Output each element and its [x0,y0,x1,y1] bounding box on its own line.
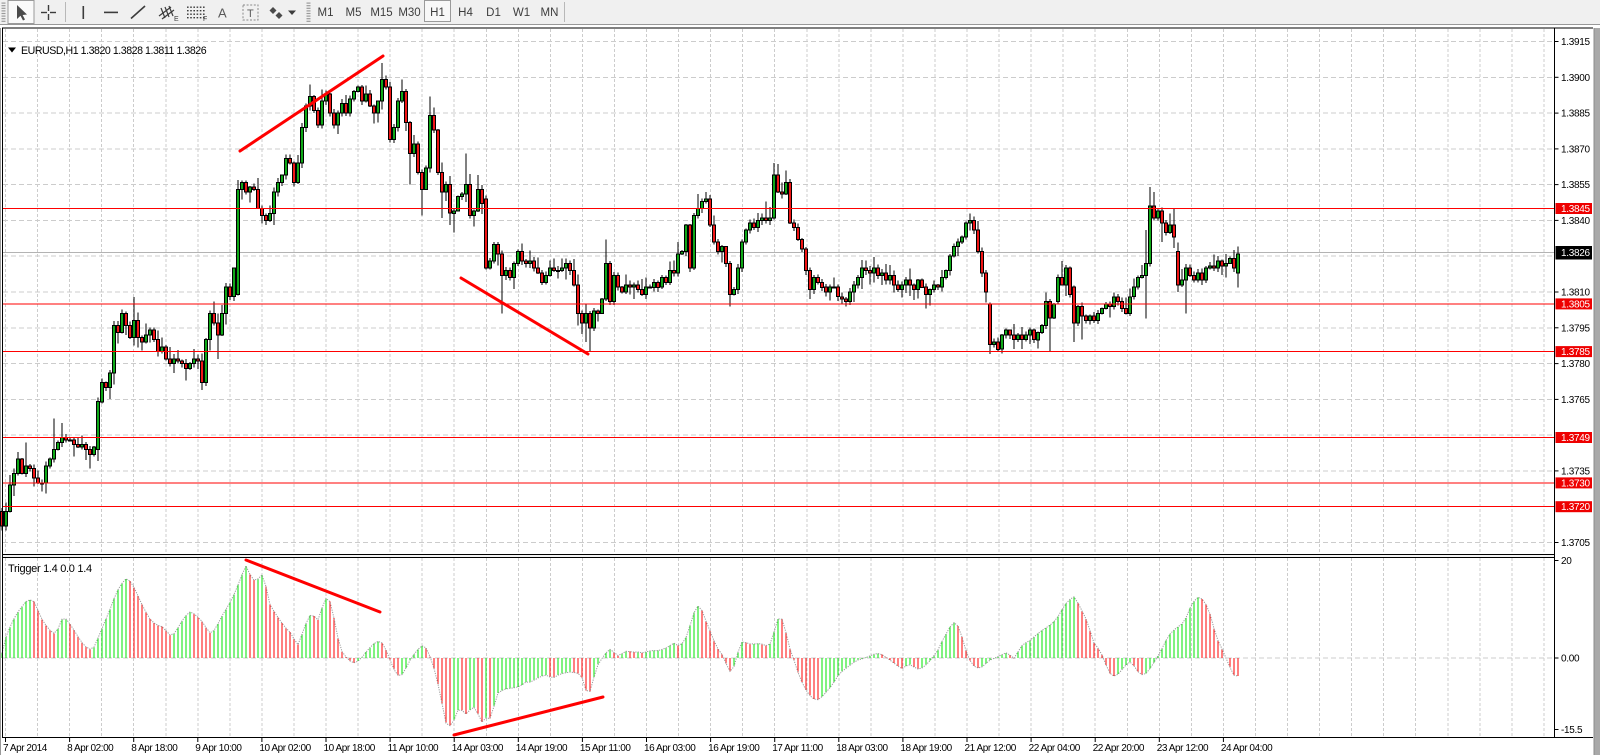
svg-text:17 Apr 11:00: 17 Apr 11:00 [772,743,823,754]
svg-text:7 Apr 2014: 7 Apr 2014 [3,743,48,754]
svg-text:D1: D1 [486,7,501,19]
svg-text:1.3765: 1.3765 [1561,395,1591,406]
svg-text:Trigger 1.4 0.0 1.4: Trigger 1.4 0.0 1.4 [8,563,92,575]
svg-text:H4: H4 [458,7,473,19]
svg-text:24 Apr 04:00: 24 Apr 04:00 [1221,743,1273,754]
svg-text:14 Apr 03:00: 14 Apr 03:00 [452,743,504,754]
svg-text:F: F [203,16,207,23]
svg-text:1.3730: 1.3730 [1561,478,1591,489]
svg-text:15 Apr 11:00: 15 Apr 11:00 [580,743,631,754]
svg-text:1.3749: 1.3749 [1561,433,1591,444]
svg-text:18 Apr 19:00: 18 Apr 19:00 [900,743,952,754]
svg-text:10 Apr 18:00: 10 Apr 18:00 [324,743,376,754]
svg-text:1.3805: 1.3805 [1561,299,1591,310]
svg-text:14 Apr 19:00: 14 Apr 19:00 [516,743,568,754]
svg-text:22 Apr 20:00: 22 Apr 20:00 [1093,743,1145,754]
svg-text:A: A [218,6,227,21]
svg-text:M30: M30 [398,7,420,19]
svg-text:8 Apr 18:00: 8 Apr 18:00 [131,743,178,754]
svg-text:1.3870: 1.3870 [1561,144,1591,155]
svg-text:-15.5: -15.5 [1561,725,1583,736]
svg-text:1.3795: 1.3795 [1561,323,1591,334]
svg-text:9 Apr 10:00: 9 Apr 10:00 [195,743,242,754]
svg-text:1.3720: 1.3720 [1561,502,1591,513]
svg-text:T: T [247,8,254,20]
svg-text:1.3810: 1.3810 [1561,288,1591,299]
svg-text:11 Apr 10:00: 11 Apr 10:00 [388,743,439,754]
svg-text:H1: H1 [430,7,445,19]
svg-text:M15: M15 [370,7,392,19]
svg-text:1.3735: 1.3735 [1561,466,1591,477]
svg-text:MN: MN [541,7,559,19]
svg-text:M5: M5 [346,7,362,19]
svg-text:1.3855: 1.3855 [1561,180,1591,191]
svg-text:16 Apr 03:00: 16 Apr 03:00 [644,743,696,754]
svg-text:1.3845: 1.3845 [1561,204,1591,215]
svg-text:23 Apr 12:00: 23 Apr 12:00 [1157,743,1209,754]
svg-text:1.3826: 1.3826 [1561,248,1591,259]
svg-text:E: E [174,16,179,23]
svg-text:0.00: 0.00 [1561,654,1580,665]
svg-text:1.3785: 1.3785 [1561,347,1591,358]
svg-text:M1: M1 [318,7,334,19]
svg-text:1.3915: 1.3915 [1561,37,1591,48]
svg-text:22 Apr 04:00: 22 Apr 04:00 [1029,743,1081,754]
svg-text:1.3900: 1.3900 [1561,73,1591,84]
svg-text:1.3885: 1.3885 [1561,109,1591,120]
svg-text:W1: W1 [513,7,530,19]
svg-text:20: 20 [1561,556,1572,567]
svg-text:18 Apr 03:00: 18 Apr 03:00 [836,743,888,754]
svg-text:8 Apr 02:00: 8 Apr 02:00 [67,743,114,754]
svg-text:1.3705: 1.3705 [1561,538,1591,549]
svg-text:16 Apr 19:00: 16 Apr 19:00 [708,743,760,754]
svg-text:1.3840: 1.3840 [1561,216,1591,227]
svg-text:1.3780: 1.3780 [1561,359,1591,370]
svg-text:21 Apr 12:00: 21 Apr 12:00 [965,743,1017,754]
svg-text:10 Apr 02:00: 10 Apr 02:00 [259,743,311,754]
svg-text:EURUSD,H1 1.3820 1.3828 1.381: EURUSD,H1 1.3820 1.3828 1.3811 1.3826 [21,45,207,57]
